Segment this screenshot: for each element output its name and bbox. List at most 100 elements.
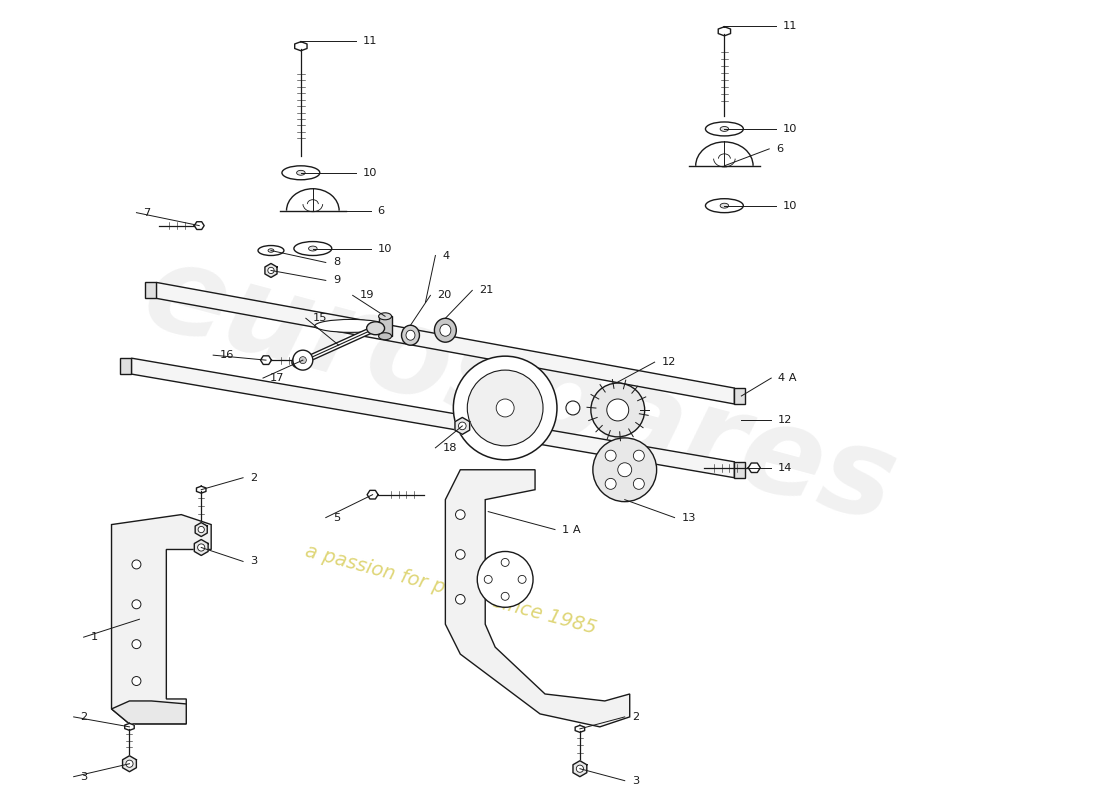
Polygon shape (575, 726, 584, 732)
Ellipse shape (268, 249, 274, 252)
Ellipse shape (258, 246, 284, 255)
Text: 7: 7 (143, 208, 151, 218)
Text: 1: 1 (90, 632, 98, 642)
Ellipse shape (705, 198, 744, 213)
Text: a passion for parts, since 1985: a passion for parts, since 1985 (302, 542, 598, 638)
Circle shape (593, 438, 657, 502)
Text: 3: 3 (80, 772, 88, 782)
Text: 2: 2 (631, 712, 639, 722)
Circle shape (132, 677, 141, 686)
Circle shape (455, 550, 465, 559)
Text: 20: 20 (438, 290, 452, 300)
Circle shape (453, 356, 557, 460)
Polygon shape (124, 723, 134, 730)
Text: 6: 6 (777, 144, 783, 154)
Polygon shape (132, 358, 735, 478)
Polygon shape (265, 263, 277, 278)
Polygon shape (573, 761, 586, 777)
Text: 21: 21 (480, 286, 494, 295)
Polygon shape (455, 418, 470, 434)
Circle shape (132, 600, 141, 609)
Text: 17: 17 (270, 373, 285, 383)
Circle shape (132, 640, 141, 649)
Circle shape (576, 765, 583, 772)
Text: 19: 19 (360, 290, 374, 300)
Circle shape (634, 450, 645, 461)
Ellipse shape (434, 318, 456, 342)
Ellipse shape (402, 326, 419, 345)
Ellipse shape (378, 313, 392, 320)
Polygon shape (446, 470, 629, 727)
Ellipse shape (366, 322, 385, 334)
Ellipse shape (297, 170, 305, 175)
Bar (735, 388, 746, 404)
Bar (378, 316, 392, 336)
Bar (145, 282, 156, 298)
Polygon shape (122, 756, 136, 772)
Circle shape (496, 399, 514, 417)
Ellipse shape (440, 324, 451, 336)
Text: 3: 3 (250, 557, 257, 566)
Circle shape (299, 357, 306, 364)
Text: 4: 4 (442, 250, 450, 261)
Circle shape (518, 575, 526, 583)
Polygon shape (748, 463, 760, 473)
Circle shape (293, 350, 312, 370)
Text: 11: 11 (363, 36, 377, 46)
Ellipse shape (406, 330, 415, 340)
Circle shape (618, 462, 631, 477)
Ellipse shape (378, 333, 392, 340)
Circle shape (132, 560, 141, 569)
Text: 12: 12 (778, 415, 793, 425)
Circle shape (468, 370, 543, 446)
Circle shape (605, 450, 616, 461)
Polygon shape (718, 26, 730, 36)
Text: 10: 10 (363, 168, 377, 178)
Text: 5: 5 (333, 513, 340, 522)
Ellipse shape (315, 319, 386, 332)
Circle shape (484, 575, 492, 583)
Text: 10: 10 (783, 201, 798, 210)
Text: 11: 11 (783, 22, 798, 31)
Circle shape (634, 478, 645, 490)
Ellipse shape (309, 246, 317, 251)
Text: 3: 3 (631, 776, 639, 786)
Circle shape (477, 551, 534, 607)
Polygon shape (261, 356, 272, 365)
Ellipse shape (720, 126, 728, 131)
Ellipse shape (720, 203, 728, 208)
Ellipse shape (282, 166, 320, 180)
Text: 16: 16 (220, 350, 234, 360)
Circle shape (605, 478, 616, 490)
Polygon shape (111, 701, 186, 724)
Circle shape (198, 526, 205, 533)
Polygon shape (111, 514, 211, 724)
Text: 14: 14 (778, 462, 793, 473)
Text: 4 A: 4 A (778, 373, 796, 383)
Polygon shape (367, 490, 378, 499)
Circle shape (565, 401, 580, 415)
Text: 9: 9 (333, 275, 340, 286)
Polygon shape (195, 522, 207, 537)
Circle shape (455, 594, 465, 604)
Text: 10: 10 (783, 124, 798, 134)
Text: 8: 8 (333, 258, 340, 267)
Text: 6: 6 (377, 206, 385, 216)
Bar (735, 462, 746, 478)
Ellipse shape (292, 356, 310, 369)
Polygon shape (197, 486, 206, 493)
Circle shape (502, 558, 509, 566)
Text: 2: 2 (80, 712, 88, 722)
Text: 10: 10 (377, 243, 392, 254)
Ellipse shape (294, 242, 332, 255)
Circle shape (591, 383, 645, 437)
Text: eurospares: eurospares (132, 234, 909, 546)
Polygon shape (156, 282, 735, 404)
Bar (121, 358, 132, 374)
Circle shape (198, 544, 205, 551)
Polygon shape (295, 42, 307, 50)
Polygon shape (195, 539, 208, 555)
Text: 18: 18 (442, 443, 456, 453)
Circle shape (502, 592, 509, 600)
Ellipse shape (705, 122, 744, 136)
